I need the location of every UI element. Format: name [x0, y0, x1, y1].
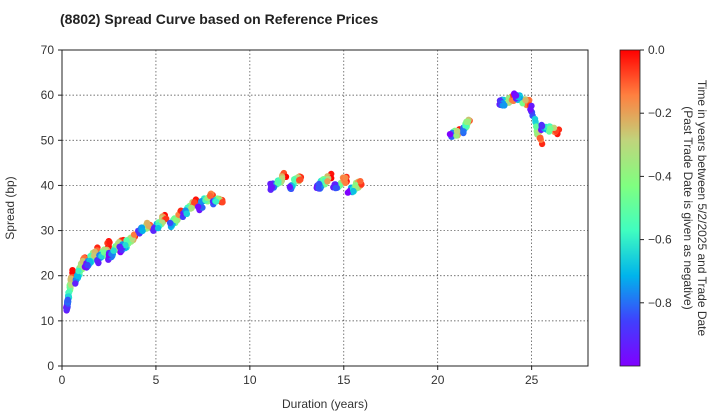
y-axis-ticks: 0 10 20 30 40 50 60 70	[41, 43, 62, 373]
x-tick-label: 5	[153, 373, 160, 387]
data-point	[324, 178, 331, 185]
y-tick-label: 60	[41, 88, 55, 102]
data-point	[166, 219, 174, 227]
x-tick-label: 25	[525, 373, 539, 387]
data-point	[90, 252, 98, 259]
y-tick-label: 30	[41, 224, 55, 238]
data-point	[72, 280, 79, 287]
data-point	[460, 128, 467, 135]
data-points	[63, 90, 563, 314]
data-point	[84, 261, 91, 269]
colorbar-label-line2: (Past Trade Date is given as negative)	[681, 106, 695, 309]
data-point	[74, 272, 82, 280]
colorbar-ticks: 0.0 −0.2 −0.4 −0.6 −0.8	[640, 43, 672, 310]
data-point	[95, 259, 102, 267]
data-point	[342, 174, 349, 181]
plot-frame	[61, 49, 589, 367]
x-tick-label: 10	[243, 373, 257, 387]
data-point	[139, 227, 146, 234]
data-point	[531, 115, 539, 123]
data-point	[315, 180, 323, 188]
y-tick-label: 40	[41, 178, 55, 192]
x-tick-label: 15	[337, 373, 351, 387]
data-point	[446, 131, 454, 138]
y-tick-label: 20	[41, 269, 55, 283]
colorbar-tick-label: −0.2	[648, 106, 672, 120]
data-point	[350, 187, 357, 195]
data-point	[522, 97, 529, 104]
data-point	[106, 239, 113, 246]
data-point	[501, 102, 508, 109]
colorbar-tick-label: −0.4	[648, 169, 672, 183]
data-point	[538, 123, 545, 130]
data-point	[143, 219, 151, 227]
data-point	[454, 127, 461, 135]
colorbar-tick-label: 0.0	[648, 43, 665, 57]
x-axis-ticks: 0 5 10 15 20 25	[59, 366, 539, 387]
data-point	[130, 231, 138, 238]
data-point	[206, 192, 214, 199]
y-tick-label: 0	[47, 359, 54, 373]
data-point	[357, 178, 364, 185]
data-point	[296, 176, 303, 184]
data-point	[547, 125, 554, 133]
data-point	[275, 178, 282, 185]
data-point	[123, 237, 130, 244]
data-point	[268, 184, 276, 191]
data-point	[110, 247, 117, 254]
data-point	[194, 203, 202, 210]
data-point	[219, 199, 226, 206]
y-tick-label: 70	[41, 43, 55, 57]
data-point	[154, 224, 162, 232]
data-point	[75, 267, 82, 275]
data-point	[69, 267, 76, 274]
x-axis-label: Duration (years)	[282, 397, 368, 411]
data-point	[188, 204, 195, 212]
data-point	[150, 227, 157, 234]
data-point	[344, 189, 352, 196]
data-point	[122, 242, 129, 249]
x-tick-label: 20	[431, 373, 445, 387]
data-point	[172, 217, 180, 224]
colorbar	[619, 49, 641, 367]
data-point	[536, 134, 543, 142]
data-point	[512, 92, 520, 99]
data-point	[290, 176, 298, 183]
y-tick-label: 50	[41, 133, 55, 147]
data-point	[63, 305, 71, 313]
x-tick-label: 0	[59, 373, 66, 387]
colorbar-tick-label: −0.6	[648, 233, 672, 247]
colorbar-label-line1: Time in years between 5/2/2025 and Trade…	[695, 80, 709, 337]
y-tick-label: 10	[41, 314, 55, 328]
data-point	[286, 183, 293, 191]
data-point	[332, 184, 339, 192]
y-axis-label: Spread (bp)	[3, 176, 17, 239]
data-point	[191, 199, 198, 206]
data-point	[464, 118, 471, 126]
data-point	[183, 210, 190, 217]
data-point	[212, 198, 220, 205]
data-point	[100, 249, 108, 256]
data-point	[64, 296, 72, 303]
data-point	[527, 106, 534, 113]
data-point	[67, 275, 75, 282]
data-point	[533, 123, 540, 130]
data-point	[117, 244, 124, 251]
chart-title: (8802) Spread Curve based on Reference P…	[60, 11, 378, 27]
colorbar-tick-label: −0.8	[648, 296, 672, 310]
